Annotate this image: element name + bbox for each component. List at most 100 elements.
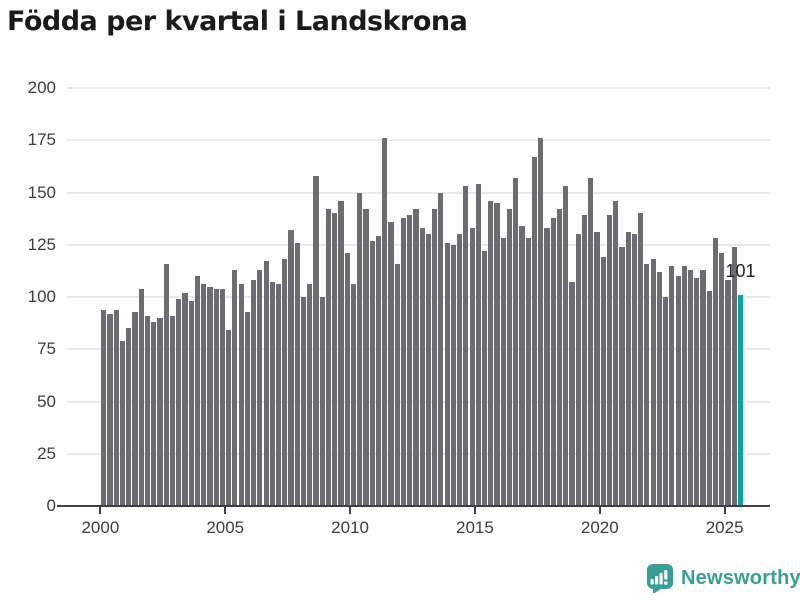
bar [269,282,275,506]
bar [481,251,488,506]
bar [325,209,332,506]
y-axis-label: 100 [27,287,56,306]
bar [450,244,456,506]
gridline-y-175 [67,139,770,142]
bar [344,253,350,506]
bar [525,238,531,506]
bar [531,156,538,506]
bar [219,288,225,506]
bar [419,228,425,506]
bar [144,315,151,506]
bar [731,246,737,506]
x-axis-tick [224,507,227,514]
bar [375,236,382,506]
gridline-y-100 [67,296,770,298]
newsworthy-logo: Newsworthy [644,563,800,593]
y-axis-label: 125 [27,234,56,254]
gridline-y-150 [67,191,770,194]
bar [176,299,182,506]
bar [463,186,469,506]
x-axis-label: 2020 [580,518,619,537]
bar [475,184,481,506]
bar [575,234,581,506]
bar [201,284,207,506]
bar [238,284,244,506]
bar [563,186,569,506]
gridline-y-125 [67,243,770,246]
bar [113,309,119,506]
bar [469,228,475,506]
bar [288,230,294,506]
bar [569,282,575,506]
bar [138,288,144,506]
y-axis-label: 200 [27,78,56,97]
bar [151,322,157,506]
bar [457,234,463,506]
newsworthy-wordmark: Newsworthy [681,566,800,589]
bar [388,221,394,506]
bar [300,297,307,506]
gridline-y-50 [67,400,770,403]
x-axis-tick [473,507,476,514]
y-axis-label: 25 [37,443,56,463]
x-axis-tick [598,507,601,514]
bar [719,253,725,506]
bar [494,202,500,506]
bar [319,297,325,506]
bar [444,242,450,506]
gridline-y-75 [67,348,770,351]
newsworthy-icon [647,564,673,593]
gridline-y-200 [67,87,770,89]
bar [126,328,132,506]
x-axis-tick [723,507,726,514]
bar [407,215,413,506]
x-axis-label: 2010 [331,518,369,537]
bar [500,238,506,506]
bar [232,269,238,506]
bar [644,263,650,506]
bar [544,228,550,506]
bar [251,280,257,506]
x-axis-tick [99,507,102,514]
bar [613,200,619,506]
bar [725,280,731,506]
bar [107,313,113,506]
bar [631,234,637,506]
y-axis-label: 50 [37,391,56,411]
bar [294,242,300,506]
bar [394,263,400,506]
highlighted-bar [737,294,744,506]
bar [538,138,544,506]
bar [313,175,319,506]
bar [350,284,357,506]
bar [488,200,494,506]
bar [101,309,107,506]
bar [588,177,594,506]
bar [332,213,338,506]
chart-title: Födda per kvartal i Landskrona [7,6,468,37]
bar [263,261,269,506]
bar [594,232,600,506]
bar [338,200,344,506]
bar [275,284,282,506]
y-axis-label: 150 [27,182,56,202]
gridline-y-25 [67,452,770,455]
bar [581,215,588,506]
bar [188,301,194,506]
bar-chart-plot-area: 0 25 50 75 100 125 150 175 200 2000 2005 2010 2015 20… [27,78,770,537]
bar [169,315,176,506]
bar [226,330,232,506]
x-axis-label: 2005 [206,518,245,537]
bar [282,259,288,506]
bar [157,317,163,506]
bar [400,217,407,506]
bar [363,209,369,506]
bar [606,215,613,506]
bar [619,246,625,506]
bar [712,238,719,506]
y-axis-label: 175 [27,130,56,150]
bar [194,276,201,506]
bar [625,232,631,506]
bar [638,213,644,506]
